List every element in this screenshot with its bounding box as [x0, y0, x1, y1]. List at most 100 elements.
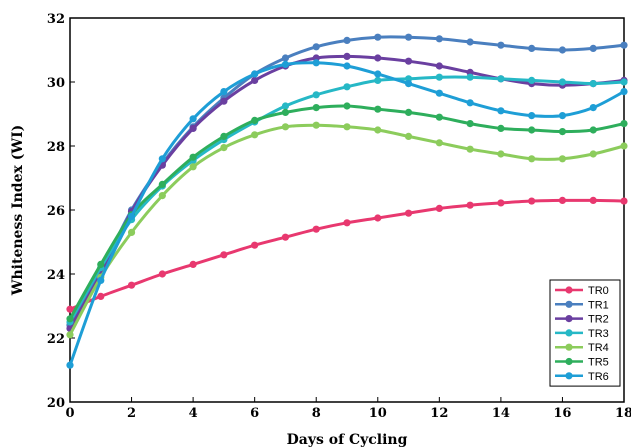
data-point-tr0 — [281, 233, 290, 241]
x-tick-label: 16 — [553, 406, 571, 421]
data-point-tr3 — [589, 80, 597, 88]
legend-label: TR3 — [588, 328, 609, 340]
x-axis-title: Days of Cycling — [287, 432, 408, 448]
data-point-tr4 — [220, 144, 228, 152]
data-point-tr5 — [466, 120, 474, 128]
data-point-tr5 — [343, 102, 351, 110]
data-point-tr4 — [558, 155, 567, 163]
x-tick-label: 12 — [430, 406, 448, 421]
data-point-tr0 — [620, 197, 628, 205]
data-point-tr1 — [374, 33, 382, 41]
data-point-tr6 — [189, 115, 197, 123]
data-point-tr5 — [374, 105, 382, 113]
data-point-tr1 — [497, 41, 505, 49]
x-tick-label: 4 — [189, 406, 198, 421]
legend-swatch-marker — [565, 343, 573, 351]
legend-item-tr6: TR6 — [555, 371, 609, 383]
data-point-tr0 — [189, 260, 197, 268]
data-point-tr1 — [343, 36, 351, 45]
data-point-tr0 — [404, 209, 413, 217]
series-tr5 — [66, 102, 628, 323]
x-axis: 0 2 4 6 8 10 12 14 16 18 — [65, 397, 631, 421]
data-point-tr6 — [343, 62, 351, 70]
data-point-tr6 — [66, 361, 74, 369]
data-point-tr5 — [220, 132, 228, 140]
y-tick-label: 26 — [47, 204, 65, 219]
data-point-tr0 — [497, 199, 505, 207]
series-tr0 — [66, 196, 628, 313]
data-point-tr5 — [281, 108, 290, 116]
y-tick-label: 30 — [47, 76, 65, 91]
data-point-tr1 — [435, 35, 443, 43]
data-point-tr5 — [158, 180, 166, 188]
data-point-tr4 — [158, 192, 166, 200]
legend-swatch-marker — [565, 357, 573, 366]
legend-item-tr5: TR5 — [555, 357, 609, 369]
data-point-tr5 — [312, 104, 320, 112]
data-point-tr5 — [251, 116, 259, 124]
data-point-tr0 — [66, 305, 74, 313]
data-point-tr0 — [558, 196, 567, 204]
data-point-tr2 — [251, 76, 259, 84]
data-point-tr2 — [220, 97, 228, 105]
data-point-tr1 — [312, 43, 320, 51]
legend-item-tr0: TR0 — [555, 285, 609, 297]
data-point-tr3 — [435, 73, 443, 81]
data-point-tr0 — [589, 196, 597, 204]
data-point-tr2 — [435, 62, 443, 70]
data-point-tr4 — [281, 123, 290, 131]
data-point-tr4 — [497, 150, 505, 158]
data-point-tr6 — [497, 107, 505, 115]
legend-label: TR4 — [588, 342, 609, 354]
data-point-tr3 — [528, 76, 536, 84]
data-point-tr6 — [466, 99, 474, 107]
data-point-tr4 — [404, 132, 413, 140]
legend-label: TR2 — [588, 314, 609, 326]
data-point-tr0 — [312, 225, 320, 233]
data-point-tr4 — [189, 163, 197, 171]
data-point-tr1 — [466, 38, 474, 46]
legend-swatch-marker — [565, 300, 573, 308]
y-tick-label: 32 — [47, 12, 65, 27]
data-point-tr4 — [343, 123, 351, 131]
y-tick-label: 22 — [47, 332, 65, 347]
data-point-tr1 — [620, 41, 628, 49]
data-point-tr3 — [558, 78, 567, 86]
data-point-tr3 — [281, 102, 290, 110]
data-point-tr6 — [374, 70, 382, 78]
data-point-tr3 — [374, 76, 382, 84]
legend-item-tr2: TR2 — [555, 314, 609, 326]
legend-item-tr4: TR4 — [555, 342, 609, 354]
data-point-tr3 — [343, 83, 351, 91]
data-point-tr0 — [435, 204, 443, 212]
series-layer — [66, 33, 628, 369]
data-point-tr5 — [404, 108, 413, 116]
data-point-tr6 — [281, 60, 290, 68]
data-point-tr4 — [374, 126, 382, 134]
data-point-tr4 — [589, 150, 597, 158]
data-point-tr5 — [528, 126, 536, 134]
data-point-tr6 — [97, 276, 105, 284]
data-point-tr3 — [312, 91, 320, 99]
data-point-tr5 — [589, 126, 597, 134]
data-point-tr0 — [251, 241, 259, 249]
legend-label: TR1 — [588, 299, 609, 311]
series-tr6 — [66, 59, 628, 369]
data-point-tr6 — [620, 88, 628, 96]
data-point-tr3 — [620, 78, 628, 86]
data-point-tr5 — [97, 260, 105, 268]
data-point-tr1 — [281, 54, 290, 62]
data-point-tr4 — [251, 131, 259, 139]
data-point-tr1 — [404, 33, 413, 41]
x-tick-label: 0 — [65, 406, 74, 421]
legend-swatch-marker — [565, 329, 573, 337]
legend-item-tr1: TR1 — [555, 299, 609, 311]
data-point-tr4 — [435, 139, 443, 147]
data-point-tr3 — [497, 75, 505, 83]
data-point-tr6 — [158, 155, 166, 163]
data-point-tr0 — [528, 197, 536, 205]
data-point-tr0 — [158, 270, 166, 278]
data-point-tr0 — [127, 281, 136, 289]
data-point-tr1 — [558, 46, 567, 54]
